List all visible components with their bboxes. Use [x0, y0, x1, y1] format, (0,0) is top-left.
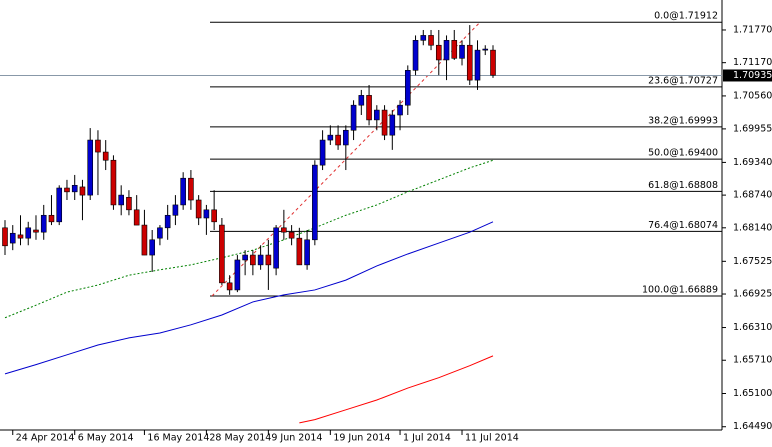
candle-body — [381, 109, 388, 136]
candle-body — [188, 177, 194, 201]
candle-body — [2, 227, 8, 247]
candle-body — [327, 134, 334, 141]
candle-body — [226, 282, 233, 291]
x-tick-label: 9 Jun 2014 — [271, 433, 322, 444]
x-tick-label: 16 May 2014 — [147, 433, 209, 444]
candle-body — [482, 48, 489, 51]
candle-body — [64, 187, 70, 193]
candle-body — [304, 239, 310, 266]
y-tick-label: 1.66925 — [733, 289, 772, 300]
y-tick-label: 1.70560 — [733, 90, 772, 101]
candle-body — [366, 95, 372, 121]
candle-body — [443, 40, 450, 61]
candle-body — [133, 209, 140, 226]
moving-average — [299, 355, 494, 424]
candle-body — [48, 214, 55, 223]
y-tick-label: 1.69955 — [733, 123, 772, 134]
candle-body — [265, 254, 272, 266]
candle-body — [296, 237, 303, 266]
x-tick-label: 11 Jul 2014 — [465, 433, 519, 444]
candle-body — [118, 194, 124, 206]
candle-body — [466, 44, 473, 81]
candle-body — [126, 196, 132, 211]
candle-body — [102, 151, 109, 161]
candle-body — [281, 227, 287, 233]
candle-body — [358, 95, 365, 106]
candle-body — [412, 40, 419, 71]
y-tick-label: 1.64490 — [733, 421, 772, 432]
fib-label: 100.0@1.66889 — [642, 284, 718, 295]
candle-body — [273, 227, 279, 269]
candle-body — [404, 70, 411, 106]
candle-body — [242, 254, 248, 261]
candle-body — [95, 139, 101, 153]
candle-body — [180, 177, 186, 206]
fib-label: 23.6@1.70727 — [648, 75, 718, 86]
candle-body — [397, 104, 403, 116]
candle-body — [164, 214, 171, 229]
x-tick-label: 28 May 2014 — [209, 433, 271, 444]
x-tick-label: 1 Jul 2014 — [403, 433, 451, 444]
candle-body — [219, 224, 225, 284]
candle-body — [9, 232, 16, 244]
current-price-label: 1.70935 — [733, 70, 772, 81]
candle-body — [350, 104, 357, 131]
candle-body — [40, 214, 47, 233]
fib-label: 61.8@1.68808 — [648, 180, 718, 191]
x-tick-label: 19 Jun 2014 — [333, 433, 390, 444]
candle-body — [149, 239, 155, 256]
candle-body — [110, 159, 117, 206]
y-tick-label: 1.68140 — [733, 222, 772, 233]
candle-body — [428, 35, 434, 46]
candle-body — [25, 227, 32, 239]
candle-body — [79, 186, 86, 196]
candle-body — [343, 129, 349, 146]
candle-body — [234, 259, 241, 291]
candle-body — [172, 204, 179, 216]
fib-label: 50.0@1.69400 — [648, 148, 718, 159]
candle-body — [451, 40, 458, 59]
candle-body — [335, 134, 341, 146]
y-tick-label: 1.66310 — [733, 322, 772, 333]
x-tick-label: 24 Apr 2014 — [16, 433, 75, 444]
fib-trend-line — [211, 21, 481, 297]
y-tick-label: 1.65100 — [733, 388, 772, 399]
candle-body — [141, 224, 148, 256]
candle-body — [288, 231, 295, 239]
candle-body — [389, 114, 396, 136]
candle-body — [157, 227, 163, 239]
candle-body — [56, 187, 63, 223]
candle-body — [33, 229, 39, 233]
fib-label: 0.0@1.71912 — [654, 11, 718, 22]
moving-average — [4, 159, 494, 319]
y-tick-label: 1.68740 — [733, 190, 772, 201]
candle-body — [474, 49, 481, 81]
candle-body — [257, 254, 264, 266]
fib-label: 76.4@1.68074 — [648, 220, 718, 231]
y-tick-label: 1.71170 — [733, 57, 772, 68]
y-tick-label: 1.69340 — [733, 157, 772, 168]
candle-body — [374, 109, 380, 121]
moving-average — [4, 221, 494, 375]
candle-body — [211, 209, 217, 223]
candle-body — [195, 199, 202, 219]
candle-body — [435, 44, 442, 61]
x-tick-label: 6 May 2014 — [78, 433, 134, 444]
fib-label: 38.2@1.69993 — [648, 115, 718, 126]
candle-body — [17, 234, 24, 239]
candle-body — [250, 254, 256, 266]
candle-body — [420, 35, 427, 41]
candle-body — [459, 44, 465, 59]
candle-body — [71, 184, 78, 193]
candle-body — [312, 164, 318, 241]
candle-body — [203, 209, 210, 219]
candle-body — [319, 139, 326, 166]
candle-body — [490, 49, 496, 76]
candle-body — [87, 139, 94, 196]
y-tick-label: 1.67525 — [733, 256, 772, 267]
y-tick-label: 1.65710 — [733, 355, 772, 366]
y-tick-label: 1.71770 — [733, 24, 772, 35]
current-price-box — [723, 69, 772, 82]
